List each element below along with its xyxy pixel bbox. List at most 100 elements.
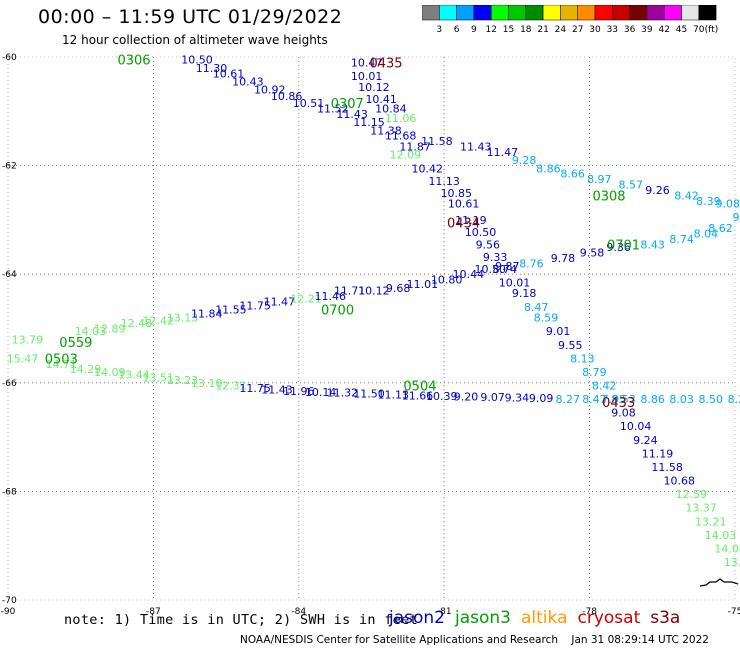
wave-height-value: 14.09: [94, 366, 126, 379]
wave-height-value: 8.42: [592, 380, 617, 393]
pass-number-label: 0435: [369, 56, 402, 71]
color-scale-label: 45: [676, 25, 687, 35]
wave-height-value: 10.39: [426, 390, 458, 403]
wave-height-value: 10.92: [254, 84, 286, 97]
wave-height-value: 9.33: [483, 251, 508, 264]
note-text: note: 1) Time is in UTC; 2) SWH is in fe…: [64, 612, 418, 628]
wave-height-value: 12.89: [94, 323, 126, 336]
wave-height-value: 9.28: [512, 154, 537, 167]
wave-height-value: 11.19: [455, 214, 487, 227]
wave-height-value: 8.74: [493, 263, 518, 276]
color-scale-label: 39: [641, 25, 653, 35]
wave-height-value: 11.50: [353, 388, 385, 401]
wave-height-value: 10.14: [305, 386, 337, 399]
wave-height-value: 11.43: [336, 108, 368, 121]
wave-height-value: 10.04: [620, 420, 652, 433]
wave-height-value: 10.12: [358, 81, 390, 94]
color-scale-label: 9: [471, 25, 477, 35]
pass-number-label: 0559: [59, 336, 92, 351]
map-frame: [7, 56, 736, 601]
wave-height-value: 11.32: [327, 387, 359, 400]
wave-height-value: 8.76: [519, 257, 544, 270]
wave-height-value: 14.08: [714, 542, 740, 555]
wave-height-value: 11.87: [399, 141, 431, 154]
map-title: 00:00 – 11:59 UTC 01/29/2022: [38, 6, 343, 28]
footer-credit: NOAA/NESDIS Center for Satellite Applica…: [240, 634, 709, 646]
wave-height-value: 11.52: [317, 103, 349, 116]
color-scale-bar: 3 6 9 12 15 18 21 24 27 30 33 36 39 42 45 70 (ft): [422, 5, 719, 35]
wave-height-value: 15.47: [7, 352, 39, 365]
color-swatch: [698, 5, 717, 21]
lat-tick-label: -66: [2, 379, 17, 389]
color-swatch: [681, 5, 700, 21]
wave-height-value: 11.58: [421, 135, 453, 148]
lat-tick-label: -68: [2, 487, 17, 497]
wave-height-value: 9.56: [476, 238, 501, 251]
lat-tick-label: -62: [2, 162, 17, 172]
color-scale-label: 30: [589, 25, 601, 35]
wave-height-value: 13.10: [191, 377, 223, 390]
pass-number-label: 0701: [607, 238, 640, 253]
wave-height-value: 12.59: [676, 488, 708, 501]
wave-height-value: 11.06: [385, 112, 417, 125]
wave-height-value: 10.43: [232, 75, 264, 88]
wave-height-value: 12.09: [390, 149, 422, 162]
color-swatch: [594, 5, 613, 21]
wave-height-value: 9.20: [454, 390, 479, 403]
color-scale-label: 3: [436, 25, 442, 35]
wave-height-value: 10.41: [365, 93, 397, 106]
wave-height-value: 11.15: [353, 116, 385, 129]
color-swatch: [560, 5, 578, 21]
wave-height-value: 10.84: [375, 103, 407, 116]
wave-height-value: 7.95: [602, 393, 627, 406]
color-scale-label: 12: [485, 25, 496, 35]
wave-height-value: 11.55: [215, 303, 247, 316]
lon-tick-label: -78: [582, 607, 597, 617]
wave-height-value: 11.71: [334, 284, 366, 297]
legend-entry-s3a: s3a: [650, 608, 681, 628]
wave-height-value: 10.68: [664, 475, 696, 488]
wave-height-value: 10.61: [213, 67, 245, 80]
lat-tick-label: -70: [2, 596, 17, 606]
wave-height-value: 11.13: [428, 175, 460, 188]
wave-height-value: 8.43: [640, 238, 665, 251]
color-swatch: [473, 5, 492, 21]
wave-height-value: 9.34: [505, 391, 530, 404]
wave-height-points: 10.5011.3010.6110.4310.9210.8610.5111.52…: [7, 54, 740, 569]
wave-height-value: 8.39: [696, 195, 721, 208]
wave-height-value: 11.66: [402, 389, 434, 402]
coastline: [699, 578, 739, 587]
wave-height-value: 10.01: [351, 70, 383, 83]
color-scale-label: 24: [555, 25, 567, 35]
lon-tick-label: -87: [146, 607, 161, 617]
wave-height-value: 8.03: [669, 393, 694, 406]
color-scale-label: 15: [503, 25, 514, 35]
wave-height-value: 13.21: [695, 515, 727, 528]
wave-height-value: 8.74: [669, 233, 694, 246]
wave-height-value: 13.: [724, 556, 740, 569]
wave-height-value: 10.50: [181, 54, 213, 67]
wave-height-value: 11.68: [385, 130, 417, 143]
wave-height-value: 9.01: [546, 325, 571, 338]
legend-entry-altika: altika: [521, 608, 568, 628]
wave-height-value: 9.55: [558, 339, 583, 352]
lat-tick-label: -64: [2, 270, 17, 280]
wave-height-value: 10.01: [499, 276, 531, 289]
color-swatch: [577, 5, 596, 21]
wave-height-value: 8.62: [708, 222, 733, 235]
color-scale-label: (ft): [705, 25, 719, 35]
wave-height-value: 11.75: [239, 382, 271, 395]
wave-height-value: 8.04: [694, 227, 719, 240]
wave-height-value: 11.96: [283, 385, 315, 398]
wave-height-value: 9.07: [480, 391, 505, 404]
wave-height-value: 10.44: [453, 268, 485, 281]
pass-number-label: 0308: [592, 189, 625, 204]
wave-height-value: 8.47: [582, 393, 607, 406]
wave-height-value: 11.13: [378, 389, 410, 402]
wave-height-value: 11.38: [370, 124, 402, 137]
wave-height-value: 10.86: [271, 90, 303, 103]
color-scale-label: 33: [607, 25, 618, 35]
wave-height-value: 11.30: [196, 62, 228, 75]
wave-height-value: 13.37: [685, 502, 717, 515]
